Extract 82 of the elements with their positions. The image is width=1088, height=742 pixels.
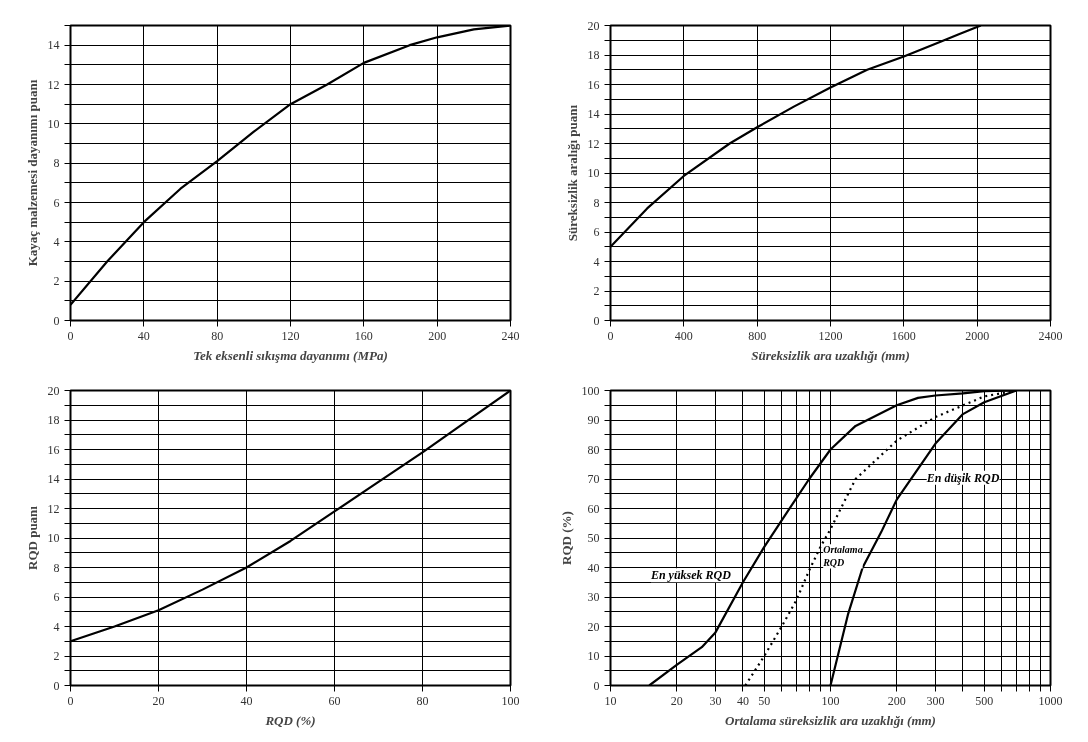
x-tick-label: 0 [67, 328, 74, 343]
x-axis-title: Süreksizlik ara uzaklığı (mm) [751, 347, 910, 363]
y-tick-label: 8 [593, 195, 600, 210]
x-tick-label: 20 [152, 693, 165, 708]
series-label: En düşik RQD [925, 470, 1000, 485]
y-tick-label: 6 [53, 195, 60, 210]
y-tick-label: 16 [47, 442, 60, 457]
x-tick-label: 10 [604, 693, 617, 708]
y-tick-label: 4 [593, 254, 600, 269]
y-axis-title: RQD puanı [24, 505, 40, 570]
y-tick-label: 4 [53, 619, 60, 634]
y-tick-label: 20 [47, 383, 60, 398]
x-axis-title: Tek eksenli sıkışma dayanımı (MPa) [193, 347, 388, 363]
x-tick-label: 500 [975, 693, 994, 708]
y-tick-label: 20 [587, 619, 600, 634]
x-tick-label: 200 [887, 693, 906, 708]
x-axis-title: RQD (%) [264, 712, 316, 728]
x-tick-label: 2000 [965, 328, 990, 343]
x-tick-label: 400 [674, 328, 693, 343]
series-label: En yüksek RQD [649, 568, 732, 583]
y-tick-label: 0 [53, 678, 60, 693]
y-tick-label: 10 [47, 531, 60, 545]
x-tick-label: 2400 [1038, 328, 1063, 343]
y-tick-label: 30 [587, 590, 600, 604]
y-tick-label: 18 [587, 48, 600, 62]
y-tick-label: 8 [53, 156, 60, 171]
y-tick-label: 14 [587, 107, 600, 121]
x-tick-label: 100 [821, 693, 840, 708]
y-tick-label: 0 [53, 313, 60, 328]
x-tick-label: 1000 [1038, 693, 1063, 708]
x-tick-label: 240 [501, 328, 520, 343]
x-tick-label: 40 [137, 328, 150, 343]
y-tick-label: 8 [53, 560, 60, 575]
x-tick-label: 80 [416, 693, 429, 708]
y-axis-title: Süreksizlik aralığı puanı [564, 104, 580, 242]
y-tick-label: 60 [587, 501, 600, 516]
y-tick-label: 6 [53, 590, 60, 604]
x-tick-label: 40 [240, 693, 253, 708]
y-axis-title: RQD (%) [558, 511, 574, 565]
y-tick-label: 50 [587, 531, 600, 545]
y-tick-label: 16 [587, 77, 600, 92]
y-tick-label: 100 [581, 383, 600, 398]
x-tick-label: 100 [501, 693, 520, 708]
y-tick-label: 70 [587, 472, 600, 486]
x-tick-label: 300 [926, 693, 945, 708]
x-tick-label: 200 [428, 328, 447, 343]
y-tick-label: 12 [587, 136, 600, 151]
x-tick-label: 80 [211, 328, 224, 343]
series-label: Ortalama RQD [822, 544, 863, 569]
x-tick-label: 40 [736, 693, 749, 708]
y-tick-label: 18 [47, 413, 60, 427]
x-tick-label: 30 [709, 693, 722, 708]
x-tick-label: 800 [748, 328, 767, 343]
y-tick-label: 10 [587, 649, 600, 663]
y-tick-label: 12 [47, 77, 60, 92]
y-tick-label: 10 [587, 166, 600, 180]
y-tick-label: 40 [587, 560, 600, 575]
x-tick-label: 0 [67, 693, 74, 708]
y-tick-label: 14 [47, 472, 60, 486]
y-tick-label: 14 [47, 38, 60, 53]
y-tick-label: 0 [593, 678, 600, 693]
y-tick-label: 90 [587, 413, 600, 427]
x-tick-label: 160 [354, 328, 373, 343]
x-tick-label: 60 [328, 693, 341, 708]
x-axis-title: Ortalama süreksizlik ara uzaklığı (mm) [725, 712, 936, 728]
y-tick-label: 2 [53, 274, 60, 289]
x-tick-label: 20 [670, 693, 683, 708]
y-tick-label: 6 [593, 225, 600, 239]
y-tick-label: 20 [587, 18, 600, 33]
x-tick-label: 1200 [818, 328, 843, 343]
y-tick-label: 2 [593, 284, 600, 298]
x-tick-label: 120 [281, 328, 300, 343]
x-tick-label: 0 [607, 328, 614, 343]
y-tick-label: 2 [53, 649, 60, 663]
y-tick-label: 0 [593, 313, 600, 328]
y-tick-label: 10 [47, 116, 60, 131]
y-tick-label: 80 [587, 442, 600, 457]
y-tick-label: 4 [53, 234, 60, 249]
x-tick-label: 50 [758, 693, 771, 708]
y-axis-title: Kayaç malzemesi dayanımı puanı [24, 79, 40, 267]
x-tick-label: 1600 [891, 328, 916, 343]
y-tick-label: 12 [47, 501, 60, 516]
